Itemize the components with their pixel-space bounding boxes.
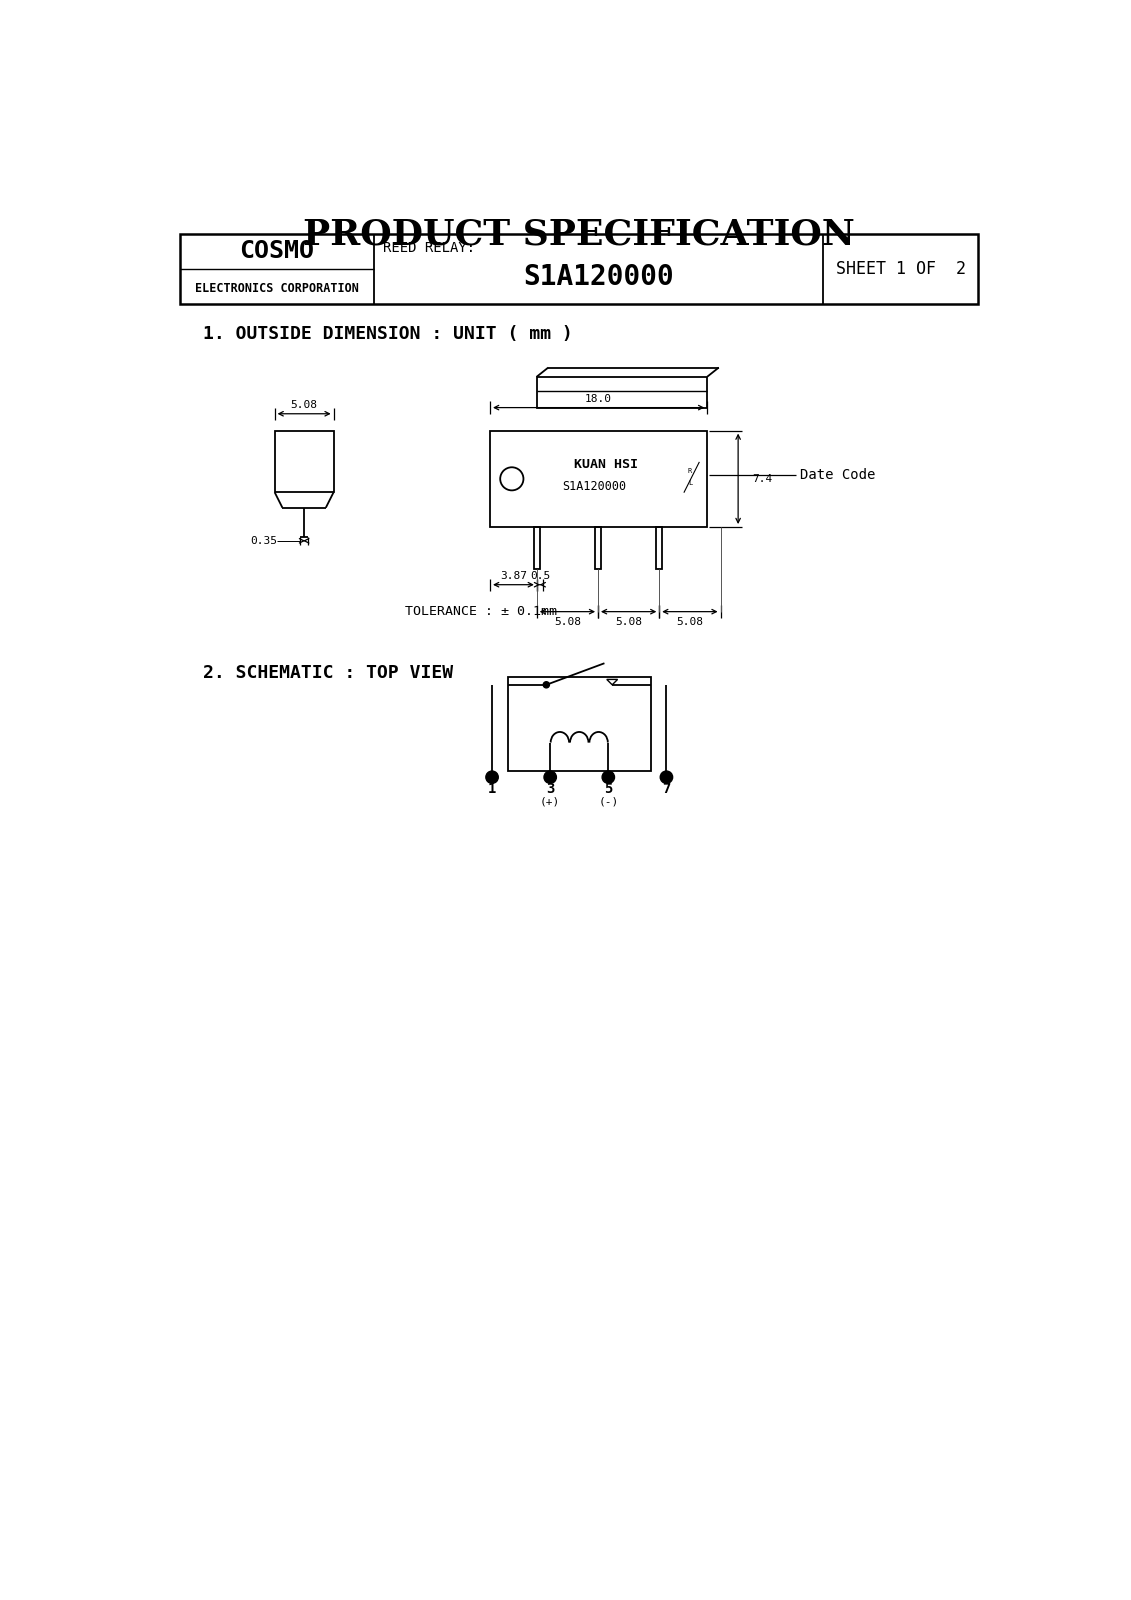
Text: TOLERANCE : ± 0.1mm: TOLERANCE : ± 0.1mm <box>405 605 556 618</box>
Circle shape <box>544 771 556 784</box>
Text: 18.0: 18.0 <box>585 394 612 405</box>
Bar <box>508 677 651 771</box>
Text: 0.35: 0.35 <box>250 536 277 546</box>
Text: 1. OUTSIDE DIMENSION : UNIT ( mm ): 1. OUTSIDE DIMENSION : UNIT ( mm ) <box>204 325 573 344</box>
Text: (+): (+) <box>541 797 560 806</box>
Circle shape <box>543 682 550 688</box>
Text: 7.4: 7.4 <box>752 474 772 483</box>
Text: 5.08: 5.08 <box>554 616 581 627</box>
Text: L: L <box>688 480 692 486</box>
Text: 0.5: 0.5 <box>529 571 550 581</box>
Circle shape <box>500 467 524 490</box>
Circle shape <box>661 771 673 784</box>
Polygon shape <box>606 680 618 685</box>
Text: COSMO: COSMO <box>240 240 314 264</box>
Text: S1A120000: S1A120000 <box>563 480 627 493</box>
Text: 3: 3 <box>546 782 554 795</box>
Text: (-): (-) <box>598 797 619 806</box>
Text: 7: 7 <box>663 782 671 795</box>
Bar <box>656 526 663 570</box>
Text: ELECTRONICS CORPORATION: ELECTRONICS CORPORATION <box>195 282 359 294</box>
Bar <box>595 526 601 570</box>
Text: S1A120000: S1A120000 <box>524 262 674 291</box>
Bar <box>180 234 978 304</box>
Bar <box>534 526 539 570</box>
Text: KUAN HSI: KUAN HSI <box>575 459 638 472</box>
Circle shape <box>602 771 614 784</box>
Bar <box>490 430 707 526</box>
Text: 5.08: 5.08 <box>291 400 318 410</box>
Text: R: R <box>688 469 692 474</box>
Text: 5.08: 5.08 <box>676 616 703 627</box>
Text: 5.08: 5.08 <box>615 616 642 627</box>
Text: REED RELAY:: REED RELAY: <box>383 242 475 256</box>
Text: 5: 5 <box>604 782 613 795</box>
Circle shape <box>486 771 499 784</box>
Text: SHEET 1 OF  2: SHEET 1 OF 2 <box>836 259 966 278</box>
Bar <box>275 430 334 493</box>
Text: 1: 1 <box>487 782 497 795</box>
Text: Date Code: Date Code <box>800 467 875 482</box>
Text: 2. SCHEMATIC : TOP VIEW: 2. SCHEMATIC : TOP VIEW <box>204 664 454 682</box>
Text: PRODUCT SPECIFICATION: PRODUCT SPECIFICATION <box>303 218 855 251</box>
Text: 3.87: 3.87 <box>500 571 527 581</box>
Bar <box>536 378 707 408</box>
